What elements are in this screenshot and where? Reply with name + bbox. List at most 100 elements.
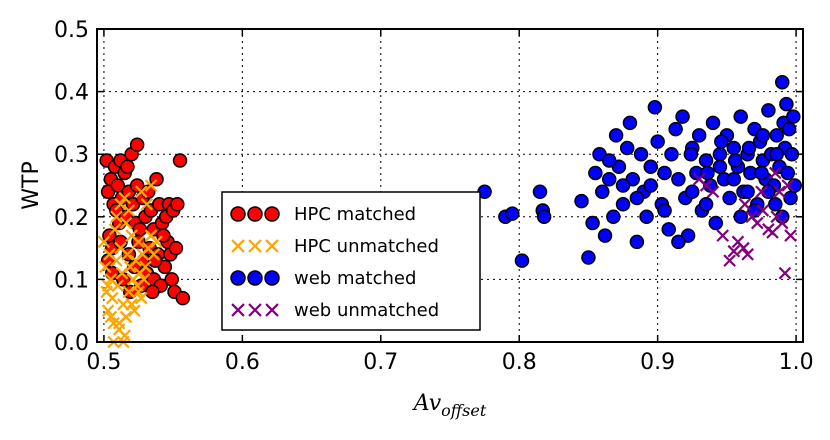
- data-point: [145, 284, 160, 300]
- data-point: [581, 250, 596, 265]
- data-point: [726, 140, 742, 156]
- data-point: [698, 153, 714, 168]
- legend-entry: HPC matched: [230, 204, 416, 225]
- data-point: [733, 209, 748, 225]
- data-point: [139, 260, 152, 274]
- data-point: [606, 209, 621, 225]
- data-point: [727, 244, 741, 258]
- data-point: [122, 204, 136, 217]
- data-point: [601, 153, 617, 168]
- data-point: [134, 291, 148, 305]
- legend-label: web unmatched: [294, 300, 439, 321]
- data-point: [738, 197, 752, 211]
- data-point: [248, 239, 262, 253]
- y-tick-label: 0.4: [54, 81, 89, 106]
- data-point: [132, 285, 145, 299]
- data-point: [134, 185, 148, 199]
- data-point: [585, 215, 600, 231]
- data-point: [622, 115, 638, 131]
- data-point: [248, 303, 262, 317]
- data-point: [615, 178, 631, 193]
- data-point: [132, 222, 148, 237]
- y-tick-label: 0.0: [54, 331, 89, 356]
- data-point: [683, 146, 699, 162]
- legend: HPC matched HPC unmatched web matched web u…: [221, 191, 481, 331]
- data-point: [779, 96, 794, 112]
- data-point: [121, 248, 134, 261]
- data-point: [629, 190, 645, 206]
- data-point: [122, 285, 136, 299]
- legend-entry: web unmatched: [231, 300, 439, 321]
- data-point: [671, 234, 686, 250]
- data-point: [778, 266, 792, 280]
- y-tick-label: 0.3: [54, 143, 89, 168]
- data-point: [110, 178, 126, 193]
- data-point: [532, 184, 548, 200]
- data-point: [144, 179, 158, 192]
- legend-label: web matched: [294, 268, 416, 289]
- data-point: [639, 209, 654, 225]
- x-axis-label: Avoffset: [412, 391, 487, 420]
- data-point: [751, 216, 764, 230]
- data-point: [770, 210, 784, 224]
- data-point: [769, 128, 784, 143]
- data-point: [716, 229, 730, 242]
- data-point: [722, 190, 737, 206]
- data-point: [101, 279, 115, 292]
- data-point: [99, 260, 112, 274]
- x-tick-label: 0.9: [640, 350, 675, 375]
- y-tick-label: 0.5: [54, 18, 89, 43]
- data-point: [264, 270, 280, 286]
- data-point: [264, 206, 280, 222]
- data-point: [708, 215, 724, 231]
- data-point: [119, 216, 133, 230]
- data-point: [231, 239, 245, 253]
- x-tick-label: 0.8: [502, 350, 537, 375]
- data-point: [685, 184, 700, 200]
- data-point: [756, 204, 770, 217]
- data-point: [754, 165, 769, 181]
- data-point: [747, 203, 762, 218]
- data-point: [712, 146, 728, 162]
- data-point: [657, 203, 672, 218]
- data-point: [714, 134, 729, 149]
- data-point: [650, 134, 665, 149]
- x-tick-label: 0.6: [225, 350, 260, 375]
- data-point: [647, 100, 663, 115]
- data-point: [536, 209, 552, 225]
- data-point: [773, 185, 786, 199]
- data-point: [755, 128, 771, 143]
- data-point: [706, 185, 720, 199]
- data-point: [741, 140, 757, 156]
- data-point: [787, 178, 802, 193]
- data-point: [633, 146, 649, 162]
- data-point: [230, 270, 246, 286]
- data-point: [705, 115, 721, 131]
- data-point: [110, 210, 123, 224]
- data-point: [784, 229, 797, 242]
- x-tick-label: 0.7: [363, 350, 398, 375]
- data-point: [108, 223, 122, 236]
- data-point: [698, 197, 714, 212]
- data-point: [231, 303, 245, 317]
- data-point: [574, 193, 589, 209]
- data-point: [781, 179, 795, 192]
- data-point: [505, 206, 520, 221]
- data-point: [712, 159, 728, 174]
- legend-entry: HPC unmatched: [231, 236, 439, 257]
- data-point: [761, 184, 776, 200]
- data-point: [643, 159, 658, 174]
- data-point: [740, 184, 755, 200]
- data-point: [170, 197, 185, 212]
- data-point: [629, 234, 645, 250]
- data-point: [766, 226, 779, 239]
- data-point: [128, 304, 141, 318]
- data-point: [780, 165, 796, 181]
- data-point: [104, 310, 118, 324]
- data-point: [657, 165, 672, 181]
- data-point: [140, 197, 154, 211]
- data-point: [230, 206, 246, 222]
- data-point: [643, 178, 658, 193]
